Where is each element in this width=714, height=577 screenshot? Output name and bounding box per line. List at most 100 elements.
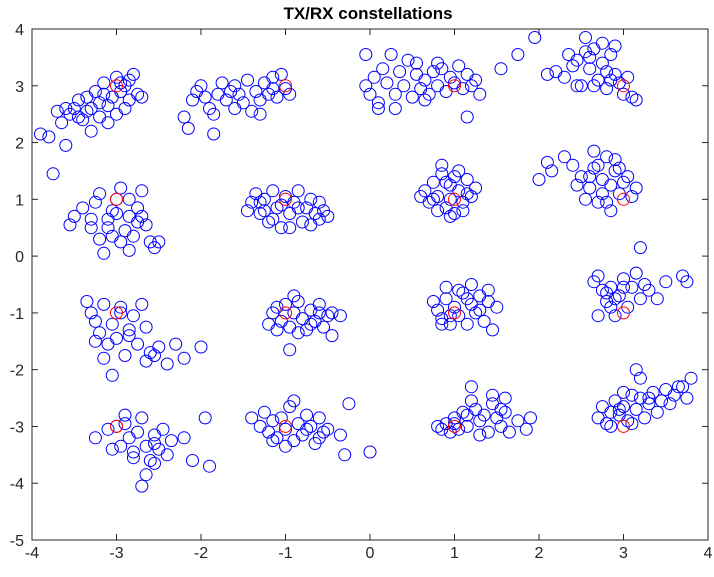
rx-point bbox=[494, 402, 508, 416]
rx-point bbox=[604, 178, 618, 192]
rx-point bbox=[426, 65, 440, 79]
rx-point bbox=[464, 380, 478, 394]
rx-point bbox=[591, 158, 605, 172]
x-tick-label: 4 bbox=[704, 545, 713, 562]
rx-point bbox=[105, 368, 119, 382]
rx-point bbox=[232, 87, 246, 101]
rx-point bbox=[139, 218, 153, 232]
rx-point bbox=[481, 295, 495, 308]
tx-point bbox=[617, 79, 630, 93]
rx-point bbox=[439, 292, 453, 306]
rx-point bbox=[604, 73, 618, 87]
rx-point bbox=[219, 93, 233, 107]
rx-point bbox=[84, 306, 98, 320]
rx-point bbox=[511, 48, 525, 61]
rx-point bbox=[321, 422, 335, 436]
rx-point bbox=[177, 351, 191, 365]
rx-point bbox=[105, 229, 119, 243]
rx-point bbox=[228, 79, 242, 93]
rx-point bbox=[126, 445, 140, 459]
rx-point bbox=[477, 408, 491, 422]
rx-point bbox=[625, 90, 639, 104]
rx-point bbox=[101, 221, 115, 235]
rx-point bbox=[456, 405, 470, 419]
rx-point bbox=[84, 124, 98, 138]
rx-point bbox=[317, 320, 330, 334]
rx-point bbox=[612, 161, 626, 175]
rx-point bbox=[88, 85, 102, 98]
rx-point bbox=[604, 419, 618, 433]
rx-point bbox=[460, 408, 474, 422]
rx-point bbox=[443, 317, 457, 331]
tx-point bbox=[617, 306, 630, 320]
y-tick-label: 0 bbox=[15, 249, 24, 266]
rx-point bbox=[431, 419, 445, 433]
rx-point bbox=[148, 437, 161, 450]
rx-point bbox=[659, 275, 673, 289]
rx-point bbox=[650, 292, 664, 306]
rx-point bbox=[97, 87, 111, 101]
tx-point bbox=[448, 192, 461, 206]
rx-point bbox=[600, 195, 614, 209]
rx-point bbox=[88, 195, 102, 209]
rx-point bbox=[114, 76, 128, 90]
rx-point bbox=[617, 280, 630, 294]
rx-point bbox=[595, 187, 609, 201]
rx-point bbox=[270, 431, 284, 445]
tx-point bbox=[110, 79, 123, 93]
rx-point bbox=[84, 212, 98, 226]
tx-point bbox=[448, 306, 461, 320]
rx-point bbox=[156, 422, 170, 436]
tx-point bbox=[448, 79, 461, 93]
rx-point bbox=[443, 192, 457, 206]
tx-point bbox=[279, 192, 292, 206]
rx-point bbox=[629, 363, 643, 377]
rx-point bbox=[625, 417, 639, 431]
rx-point bbox=[131, 337, 145, 351]
rx-point bbox=[97, 246, 111, 260]
rx-point bbox=[595, 283, 609, 297]
rx-point bbox=[160, 448, 174, 462]
rx-point bbox=[312, 212, 326, 226]
rx-point bbox=[608, 39, 622, 53]
rx-point bbox=[76, 113, 90, 127]
rx-point bbox=[570, 53, 584, 67]
rx-point bbox=[131, 425, 145, 439]
rx-point bbox=[600, 150, 614, 164]
tx-point bbox=[617, 419, 630, 433]
rx-point bbox=[312, 306, 326, 320]
rx-point bbox=[169, 337, 183, 351]
rx-point bbox=[300, 422, 314, 436]
y-tick-label: -3 bbox=[10, 419, 24, 436]
rx-point bbox=[249, 85, 263, 98]
rx-point bbox=[135, 90, 149, 104]
rx-point bbox=[283, 221, 297, 235]
rx-point bbox=[93, 326, 107, 340]
rx-point bbox=[642, 283, 656, 297]
rx-point bbox=[59, 102, 73, 115]
rx-point bbox=[257, 405, 271, 419]
rx-point bbox=[304, 317, 318, 331]
rx-point bbox=[473, 428, 487, 442]
y-tick-label: 2 bbox=[15, 136, 24, 153]
rx-point bbox=[46, 167, 60, 181]
rx-point bbox=[532, 173, 546, 186]
rx-point bbox=[274, 411, 288, 425]
rx-point bbox=[321, 209, 335, 223]
rx-point bbox=[88, 334, 102, 348]
rx-point bbox=[481, 425, 495, 439]
rx-point bbox=[114, 181, 128, 195]
rx-point bbox=[583, 62, 597, 76]
rx-point bbox=[540, 155, 554, 169]
rx-point bbox=[131, 87, 145, 101]
rx-point bbox=[583, 50, 597, 64]
rx-point bbox=[283, 87, 297, 101]
rx-point bbox=[591, 195, 605, 209]
rx-point bbox=[34, 127, 47, 141]
rx-point bbox=[617, 87, 630, 101]
rx-point bbox=[257, 192, 271, 206]
rx-point bbox=[325, 329, 339, 343]
rx-point bbox=[452, 309, 466, 323]
